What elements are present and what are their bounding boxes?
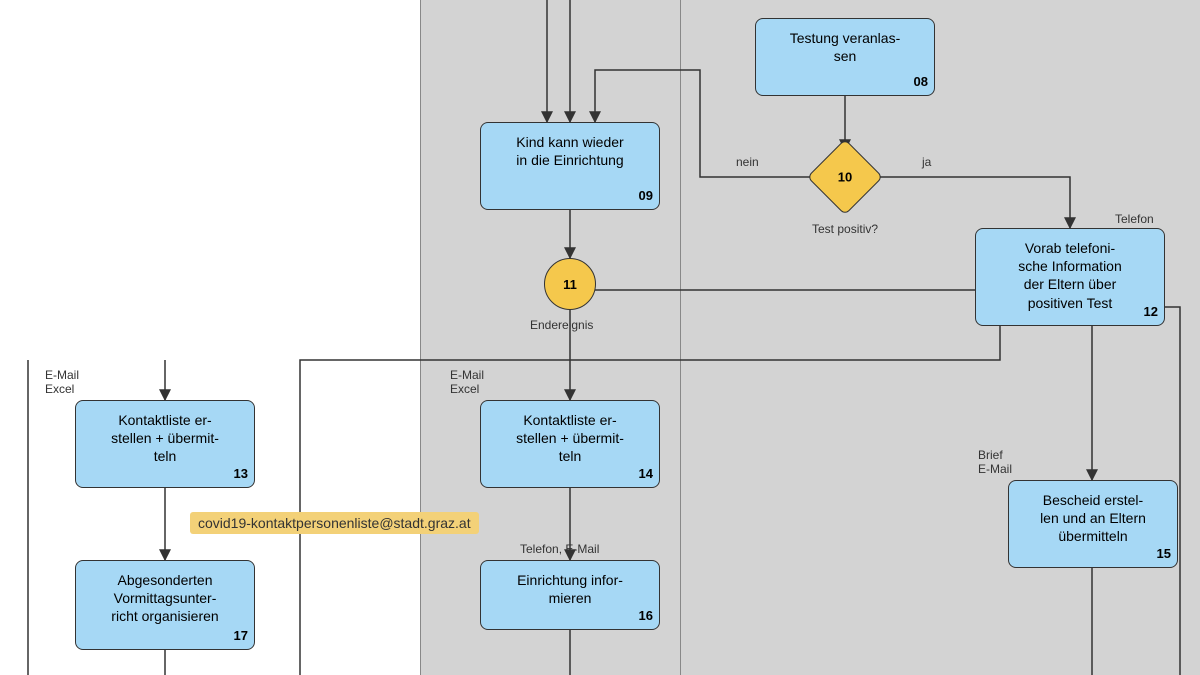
node-08-text: Testung veranlas-sen [790,30,901,64]
node-15-bescheid: Bescheid erstel-len und an Elternübermit… [1008,480,1178,568]
node-15-text: Bescheid erstel-len und an Elternübermit… [1040,492,1146,544]
decision-10-test-positiv: 10 [818,150,872,204]
node-17-text: AbgesondertenVormittagsunter-richt organ… [111,572,218,624]
node-14-kontaktliste: Kontaktliste er-stellen + übermit-teln 1… [480,400,660,488]
node-16-tag: Telefon, E-Mail [520,542,599,556]
node-09-num: 09 [639,188,653,205]
node-15-num: 15 [1157,546,1171,563]
node-09-text: Kind kann wiederin die Einrichtung [516,134,623,168]
event-11-endereignis: 11 [544,258,596,310]
highlight-email-text: covid19-kontaktpersonenliste@stadt.graz.… [198,515,471,531]
swimlane-right [680,0,1200,675]
decision-10-num: 10 [838,170,852,185]
node-16-text: Einrichtung infor-mieren [517,572,623,606]
flowchart-canvas: Testung veranlas-sen 08 Kind kann wieder… [0,0,1200,675]
event-11-caption: Endereignis [530,318,593,332]
node-13-tag: E-MailExcel [45,368,79,396]
node-17-num: 17 [234,628,248,645]
highlight-email: covid19-kontaktpersonenliste@stadt.graz.… [190,512,479,534]
node-12-tag: Telefon [1115,212,1154,226]
decision-10-label-ja: ja [922,155,931,169]
node-08-testung: Testung veranlas-sen 08 [755,18,935,96]
node-14-tag: E-MailExcel [450,368,484,396]
event-11-num: 11 [563,277,577,292]
node-08-num: 08 [914,74,928,91]
node-12-text: Vorab telefoni-sche Informationder Elter… [1018,240,1122,311]
node-16-num: 16 [639,608,653,625]
node-13-kontaktliste: Kontaktliste er-stellen + übermit-teln 1… [75,400,255,488]
node-16-einrichtung-informieren: Einrichtung infor-mieren 16 [480,560,660,630]
decision-10-label-nein: nein [736,155,759,169]
node-17-vormittagsunterricht: AbgesondertenVormittagsunter-richt organ… [75,560,255,650]
node-13-text: Kontaktliste er-stellen + übermit-teln [111,412,219,464]
node-15-tag: BriefE-Mail [978,448,1012,476]
node-12-telefon-info: Vorab telefoni-sche Informationder Elter… [975,228,1165,326]
decision-10-question: Test positiv? [812,222,878,236]
node-12-num: 12 [1144,304,1158,321]
node-09-kind-einrichtung: Kind kann wiederin die Einrichtung 09 [480,122,660,210]
node-13-num: 13 [234,466,248,483]
node-14-text: Kontaktliste er-stellen + übermit-teln [516,412,624,464]
node-14-num: 14 [639,466,653,483]
